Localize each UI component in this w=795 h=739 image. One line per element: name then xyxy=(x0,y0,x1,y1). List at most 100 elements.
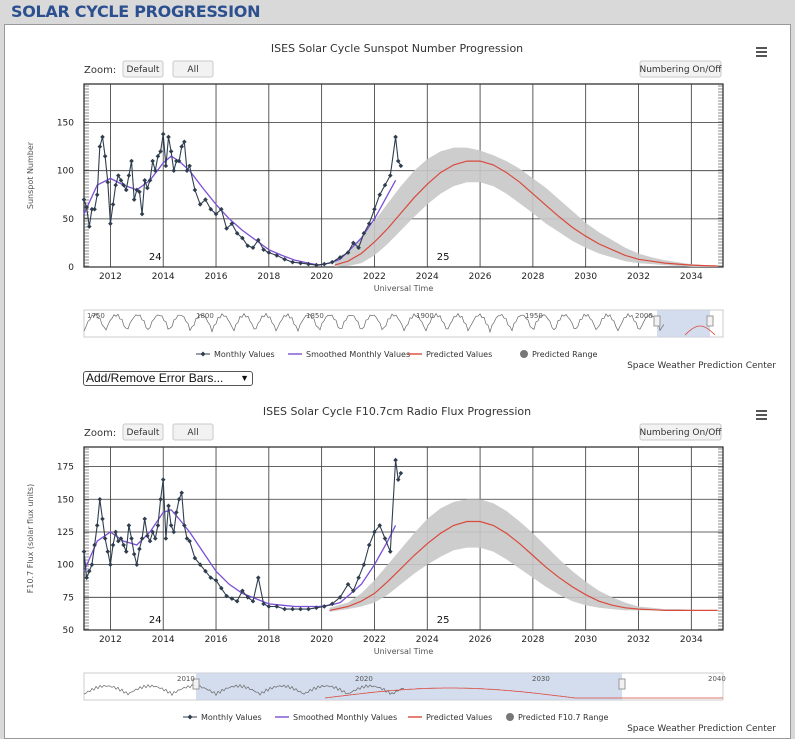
monthly-point xyxy=(168,523,174,528)
menu-bar xyxy=(756,414,767,416)
predicted-values-line xyxy=(334,160,718,267)
monthly-point xyxy=(351,240,356,246)
navigator-handle[interactable] xyxy=(706,315,714,327)
monthly-point xyxy=(108,562,113,567)
button-bg xyxy=(639,60,722,78)
monthly-point xyxy=(387,173,393,178)
monthly-point xyxy=(395,158,401,164)
legend: Monthly Values Smoothed Monthly Values Pre… xyxy=(183,713,608,722)
y-tick-label: 150 xyxy=(57,119,74,129)
error-bars-select[interactable]: Add/Remove Error Bars... ▼ xyxy=(83,371,253,386)
monthly-point xyxy=(306,606,311,612)
navigator[interactable]: 1750 1800 1850 1900 1950 2000 xyxy=(83,309,724,338)
navigator-selection xyxy=(657,310,710,337)
legend-range-label[interactable]: Predicted Range xyxy=(532,350,598,359)
x-axis-title: Universal Time xyxy=(374,647,434,656)
y-tick-label: 50 xyxy=(63,215,75,225)
monthly-points xyxy=(81,131,404,268)
navigator-tick-label: 1800 xyxy=(196,312,214,320)
y-tick-label: 150 xyxy=(57,495,74,505)
monthly-point xyxy=(213,578,219,583)
zoom-default-label: Default xyxy=(127,65,160,75)
page-title: SOLAR CYCLE PROGRESSION xyxy=(11,2,261,21)
monthly-point xyxy=(255,575,261,581)
monthly-point xyxy=(290,259,295,265)
monthly-point xyxy=(192,187,198,193)
navigator-predicted xyxy=(684,325,716,336)
monthly-point xyxy=(274,253,280,258)
monthly-point xyxy=(150,529,155,535)
monthly-point xyxy=(377,523,383,528)
numbering-toggle-button[interactable]: Numbering On/Off xyxy=(639,423,722,441)
monthly-point xyxy=(145,185,150,191)
cycle-label: 25 xyxy=(437,615,450,626)
monthly-point xyxy=(229,596,235,601)
x-tick-label: 2020 xyxy=(310,272,333,282)
navigator-handle[interactable] xyxy=(653,315,661,327)
zoom-all-button[interactable]: All xyxy=(172,60,214,78)
monthly-point xyxy=(126,523,132,528)
monthly-point xyxy=(131,551,137,557)
sunspot-chart: ISES Solar Cycle Sunspot Number Progress… xyxy=(26,42,776,370)
legend-predicted-label[interactable]: Predicted Values xyxy=(426,713,492,722)
error-bars-label: Add/Remove Error Bars... xyxy=(86,371,224,385)
x-tick-label: 2014 xyxy=(152,635,175,645)
monthly-point xyxy=(184,168,190,173)
zoom-default-label: Default xyxy=(127,428,160,438)
legend-monthly-marker xyxy=(200,351,206,357)
zoom-default-button[interactable]: Default xyxy=(122,423,164,441)
monthly-point xyxy=(105,549,111,554)
monthly-point xyxy=(361,230,367,236)
zoom-all-button[interactable]: All xyxy=(172,423,214,441)
monthly-point xyxy=(113,182,118,188)
monthly-point xyxy=(150,158,155,164)
monthly-point xyxy=(345,250,351,255)
x-tick-label: 2026 xyxy=(469,272,492,282)
legend-smoothed-label[interactable]: Smoothed Monthly Values xyxy=(293,713,397,722)
monthly-point xyxy=(118,178,124,183)
monthly-point xyxy=(203,197,208,202)
monthly-point xyxy=(245,595,251,600)
x-tick-label: 2030 xyxy=(574,635,597,645)
monthly-point xyxy=(123,187,129,193)
navigator-handle[interactable] xyxy=(618,678,626,690)
navigator-tick-label: 2010 xyxy=(177,675,195,683)
zoom-default-button[interactable]: Default xyxy=(122,60,164,78)
legend-predicted-label[interactable]: Predicted Values xyxy=(426,350,492,359)
legend-monthly-label[interactable]: Monthly Values xyxy=(214,350,275,359)
navigator[interactable]: 2010 2020 2030 2040 xyxy=(83,672,726,701)
hamburger-menu-icon[interactable] xyxy=(756,410,767,420)
plot-area xyxy=(83,446,724,631)
y-tick-label: 100 xyxy=(57,561,74,571)
monthly-point xyxy=(152,168,158,173)
button-bg xyxy=(122,423,164,441)
legend-smoothed-label[interactable]: Smoothed Monthly Values xyxy=(306,350,410,359)
monthly-point xyxy=(139,211,145,217)
monthly-point xyxy=(126,173,132,178)
monthly-point xyxy=(84,575,89,581)
menu-bar xyxy=(756,418,767,420)
cycle-label: 24 xyxy=(149,615,162,626)
x-tick-label: 2026 xyxy=(469,635,492,645)
x-tick-label: 2028 xyxy=(521,635,544,645)
x-tick-label: 2020 xyxy=(310,635,333,645)
monthly-point xyxy=(213,211,219,217)
monthly-point xyxy=(121,542,126,548)
monthly-point xyxy=(192,555,198,561)
navigator-tick-label: 1900 xyxy=(416,312,434,320)
monthly-point xyxy=(179,490,184,496)
legend-range-label[interactable]: Predicted F10.7 Range xyxy=(518,713,608,722)
monthly-point xyxy=(129,158,134,164)
x-tick-label: 2030 xyxy=(574,272,597,282)
legend-monthly-label[interactable]: Monthly Values xyxy=(201,713,262,722)
hamburger-menu-icon[interactable] xyxy=(756,47,767,57)
y-tick-label: 0 xyxy=(68,263,74,273)
monthly-point xyxy=(229,221,235,226)
monthly-point xyxy=(372,529,377,535)
monthly-point xyxy=(174,158,179,164)
numbering-toggle-button[interactable]: Numbering On/Off xyxy=(639,60,722,78)
monthly-point xyxy=(166,134,171,140)
navigator-handle[interactable] xyxy=(192,678,200,690)
monthly-point xyxy=(266,250,272,255)
monthly-point xyxy=(329,259,335,265)
